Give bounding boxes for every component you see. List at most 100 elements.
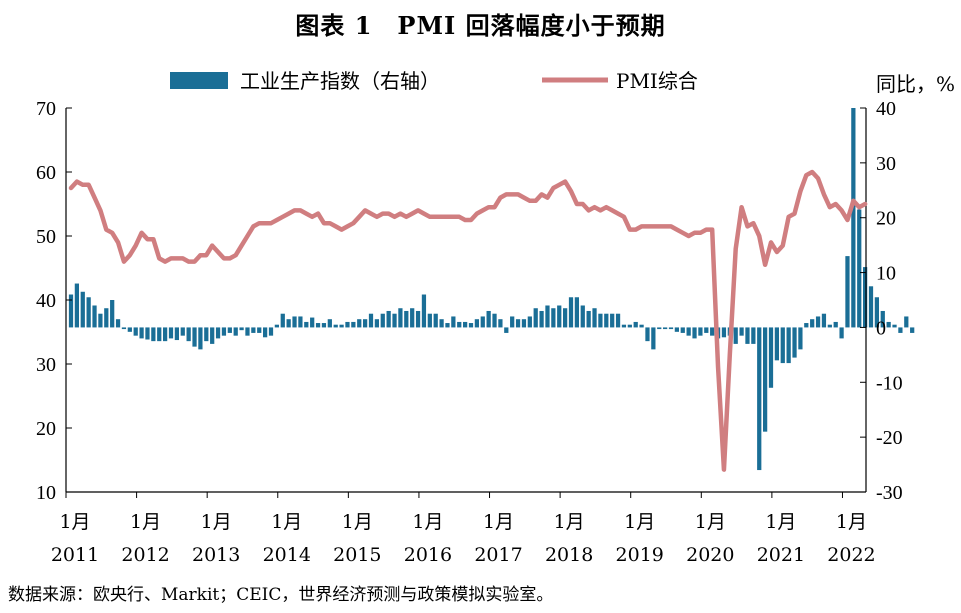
right-tick-label: -20 xyxy=(876,427,903,449)
bar xyxy=(821,313,827,328)
bar xyxy=(492,313,497,328)
bar xyxy=(415,310,421,328)
bar xyxy=(651,327,656,350)
x-tick-month: 1月 xyxy=(412,511,443,533)
bar xyxy=(221,327,227,336)
bar xyxy=(451,316,456,328)
right-tick-label: 40 xyxy=(876,98,896,120)
bar xyxy=(627,324,632,328)
bar xyxy=(657,327,662,330)
bar xyxy=(163,327,168,342)
bar xyxy=(574,297,579,328)
bar xyxy=(615,313,621,328)
bar xyxy=(410,308,415,328)
bar xyxy=(168,327,174,339)
bar xyxy=(563,308,568,328)
bar xyxy=(557,305,562,328)
bar xyxy=(92,305,97,328)
bar xyxy=(827,324,832,328)
x-tick-year: 2012 xyxy=(121,544,169,566)
bar xyxy=(910,327,915,333)
bar xyxy=(851,108,856,328)
bar xyxy=(645,327,650,342)
left-tick-label: 60 xyxy=(36,162,56,184)
x-tick-year: 2019 xyxy=(616,544,664,566)
x-tick-year: 2015 xyxy=(333,544,381,566)
bar xyxy=(198,327,203,350)
left-tick-label: 10 xyxy=(36,482,56,504)
bar xyxy=(139,327,144,339)
bar xyxy=(463,321,468,328)
bar xyxy=(215,327,221,339)
bar xyxy=(127,327,132,332)
x-tick-month: 1月 xyxy=(59,511,90,533)
right-tick-label: 20 xyxy=(876,208,896,230)
bar xyxy=(751,327,756,344)
axes xyxy=(65,108,867,493)
x-tick-month: 1月 xyxy=(271,511,302,533)
bar xyxy=(121,327,127,330)
bar xyxy=(321,323,327,328)
bar xyxy=(786,327,791,364)
left-tick-label: 40 xyxy=(36,290,56,312)
bar xyxy=(757,327,762,471)
bar xyxy=(474,319,479,328)
bar xyxy=(710,327,715,336)
bar xyxy=(674,327,679,332)
x-tick-month: 1月 xyxy=(836,511,867,533)
bar xyxy=(157,327,162,342)
bar xyxy=(310,317,315,328)
bar xyxy=(457,321,462,328)
bar xyxy=(468,323,474,328)
x-tick-year: 2014 xyxy=(263,544,311,566)
pmi-line xyxy=(68,169,868,472)
bar xyxy=(374,319,379,328)
bar xyxy=(486,310,491,328)
bar xyxy=(398,308,403,328)
left-tick-label: 20 xyxy=(36,418,56,440)
bar xyxy=(427,313,432,328)
x-tick-month: 1月 xyxy=(765,511,796,533)
bar xyxy=(186,327,191,342)
bar xyxy=(892,324,897,328)
bar xyxy=(833,321,838,328)
bar xyxy=(98,313,103,328)
legend-line-label: PMI综合 xyxy=(616,69,698,93)
bar xyxy=(539,310,544,328)
bar xyxy=(768,327,774,388)
bar xyxy=(392,313,397,328)
bar xyxy=(739,327,744,336)
bar xyxy=(239,327,244,331)
bar xyxy=(521,319,527,328)
bar xyxy=(792,327,797,358)
bar xyxy=(798,327,803,350)
x-tick-month: 1月 xyxy=(130,511,161,533)
bar xyxy=(257,327,262,333)
x-tick-year: 2013 xyxy=(192,544,240,566)
bar xyxy=(104,308,109,328)
bar xyxy=(663,327,668,330)
bar xyxy=(180,327,185,336)
bar xyxy=(480,316,485,328)
bar xyxy=(315,323,321,328)
bar xyxy=(133,327,138,336)
bar xyxy=(498,319,503,328)
left-axis-ticks: 70 60 50 40 30 20 10 xyxy=(36,98,72,504)
bar xyxy=(151,327,156,342)
bar xyxy=(174,327,179,341)
bar xyxy=(704,327,709,333)
x-tick-year: 2020 xyxy=(686,544,734,566)
bar xyxy=(251,327,256,333)
bar xyxy=(304,321,309,328)
right-tick-label: 30 xyxy=(876,153,896,175)
bar xyxy=(286,319,291,328)
bar xyxy=(868,286,874,328)
bar xyxy=(545,305,550,328)
right-tick-label: -10 xyxy=(876,372,903,394)
x-tick-month: 1月 xyxy=(342,511,373,533)
bar xyxy=(815,316,821,328)
bar xyxy=(621,324,627,328)
bar xyxy=(445,323,450,328)
bar xyxy=(86,297,91,328)
